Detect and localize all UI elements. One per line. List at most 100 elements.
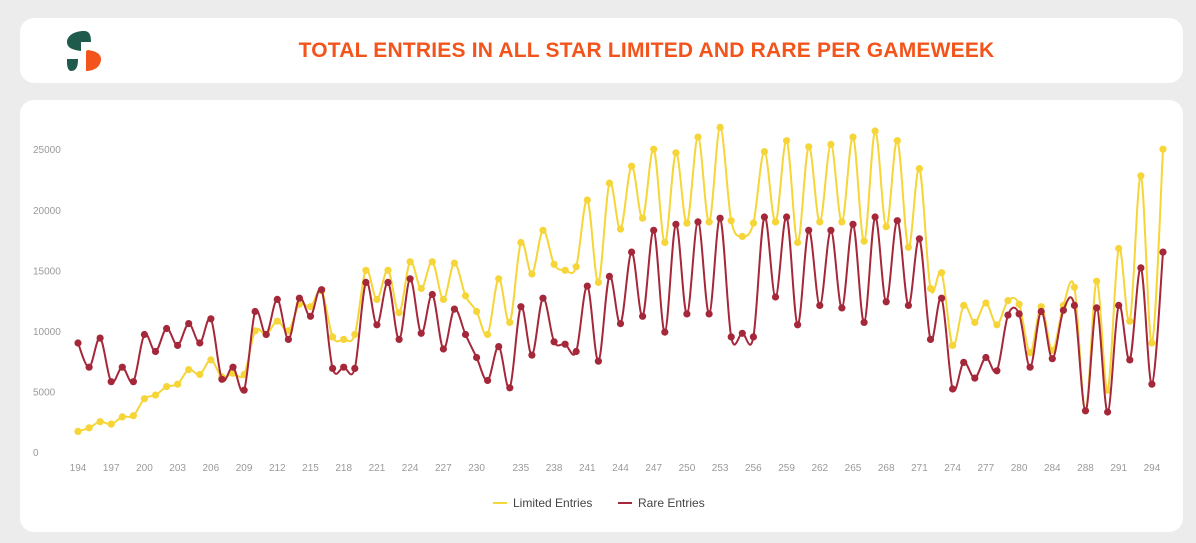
data-point[interactable] (196, 370, 204, 379)
data-point[interactable] (185, 366, 193, 374)
data-point[interactable] (506, 384, 514, 392)
data-point[interactable] (329, 333, 337, 341)
data-point[interactable] (151, 347, 160, 356)
data-point[interactable] (539, 294, 547, 302)
data-point[interactable] (1037, 307, 1045, 316)
data-point[interactable] (749, 219, 758, 227)
data-point[interactable] (329, 364, 337, 372)
data-point[interactable] (628, 162, 636, 170)
data-point[interactable] (273, 295, 281, 303)
data-point[interactable] (406, 258, 414, 266)
data-point[interactable] (74, 339, 82, 347)
data-point[interactable] (1104, 386, 1112, 394)
data-point[interactable] (1148, 339, 1156, 347)
data-point[interactable] (926, 284, 935, 293)
data-point[interactable] (1015, 310, 1023, 318)
data-point[interactable] (506, 318, 514, 326)
data-point[interactable] (1137, 172, 1145, 180)
data-point[interactable] (871, 213, 879, 221)
data-point[interactable] (672, 149, 680, 157)
data-point[interactable] (594, 278, 603, 286)
data-point[interactable] (439, 345, 447, 353)
data-point[interactable] (107, 420, 115, 428)
data-point[interactable] (207, 315, 215, 323)
data-point[interactable] (439, 295, 447, 303)
legend-item[interactable]: Rare Entries (618, 496, 705, 510)
data-point[interactable] (893, 137, 901, 145)
data-point[interactable] (517, 238, 525, 247)
data-point[interactable] (938, 294, 946, 302)
data-point[interactable] (1159, 145, 1167, 153)
data-point[interactable] (960, 358, 968, 366)
data-point[interactable] (550, 338, 558, 346)
data-point[interactable] (561, 266, 569, 274)
data-point[interactable] (561, 340, 569, 348)
data-point[interactable] (450, 259, 458, 267)
data-point[interactable] (1126, 356, 1134, 364)
data-point[interactable] (860, 318, 868, 326)
data-point[interactable] (406, 275, 414, 283)
data-point[interactable] (351, 364, 359, 372)
data-point[interactable] (1148, 380, 1156, 388)
data-point[interactable] (616, 320, 625, 328)
data-point[interactable] (528, 351, 536, 359)
data-point[interactable] (1026, 349, 1034, 357)
data-point[interactable] (284, 335, 292, 343)
data-point[interactable] (605, 179, 614, 187)
data-point[interactable] (85, 424, 93, 432)
data-point[interactable] (174, 341, 182, 349)
data-point[interactable] (716, 214, 724, 222)
data-point[interactable] (783, 137, 791, 145)
data-point[interactable] (805, 226, 813, 234)
data-point[interactable] (628, 248, 636, 256)
data-point[interactable] (295, 294, 303, 302)
data-point[interactable] (384, 278, 392, 286)
data-point[interactable] (461, 292, 470, 300)
data-point[interactable] (1126, 317, 1134, 325)
data-point[interactable] (362, 278, 370, 286)
data-point[interactable] (794, 321, 802, 329)
data-point[interactable] (716, 123, 724, 131)
data-point[interactable] (982, 299, 990, 307)
data-point[interactable] (971, 318, 979, 326)
data-point[interactable] (572, 263, 580, 271)
data-point[interactable] (340, 335, 348, 343)
data-point[interactable] (949, 385, 957, 393)
data-point[interactable] (273, 317, 281, 325)
data-point[interactable] (771, 218, 780, 226)
data-point[interactable] (1004, 297, 1012, 305)
data-point[interactable] (849, 133, 857, 141)
data-point[interactable] (938, 269, 946, 277)
data-point[interactable] (760, 148, 769, 156)
data-point[interactable] (683, 219, 691, 227)
data-point[interactable] (650, 145, 658, 153)
data-point[interactable] (971, 374, 979, 382)
data-point[interactable] (694, 133, 702, 141)
data-point[interactable] (705, 218, 713, 226)
data-point[interactable] (915, 165, 924, 173)
data-point[interactable] (140, 395, 148, 403)
data-point[interactable] (993, 321, 1001, 329)
data-point[interactable] (926, 335, 935, 343)
data-point[interactable] (727, 333, 735, 341)
data-point[interactable] (572, 347, 580, 356)
data-point[interactable] (395, 335, 403, 343)
data-point[interactable] (749, 333, 758, 341)
data-point[interactable] (107, 378, 115, 386)
data-point[interactable] (893, 217, 901, 225)
data-point[interactable] (196, 339, 204, 347)
data-point[interactable] (373, 295, 381, 303)
data-point[interactable] (583, 282, 591, 290)
legend-item[interactable]: Limited Entries (493, 496, 592, 510)
data-point[interactable] (185, 320, 193, 328)
data-point[interactable] (616, 225, 625, 233)
data-point[interactable] (1137, 264, 1145, 272)
data-point[interactable] (118, 413, 126, 421)
data-point[interactable] (738, 232, 746, 240)
data-point[interactable] (949, 341, 957, 349)
data-point[interactable] (904, 243, 913, 251)
data-point[interactable] (306, 303, 315, 311)
data-point[interactable] (118, 363, 126, 371)
data-point[interactable] (594, 357, 603, 365)
data-point[interactable] (783, 213, 791, 221)
